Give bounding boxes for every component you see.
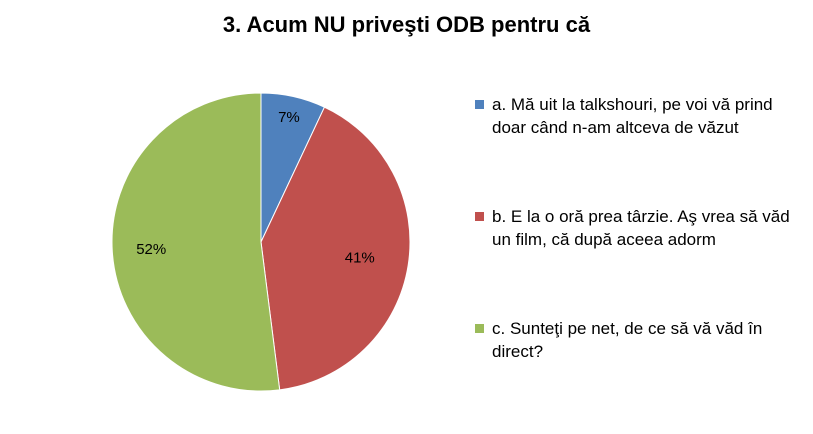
pie-slice-c <box>111 92 281 392</box>
chart-title: 3. Acum NU priveşti ODB pentru că <box>222 12 591 37</box>
legend-label-a: a. Mă uit la talkshouri, pe voi vă prind… <box>492 95 773 137</box>
legend-label-b: b. E la o oră prea târzie. Aş vrea să vă… <box>492 207 790 249</box>
legend-label-c: c. Sunteţi pe net, de ce să vă văd în di… <box>492 319 763 361</box>
legend-swatch-b <box>475 212 484 221</box>
data-label-a: 7% <box>278 109 300 126</box>
data-label-c: 52% <box>136 241 166 258</box>
data-label-b: 41% <box>345 250 375 267</box>
pie-slice-b <box>260 106 411 391</box>
legend-swatch-c <box>475 324 484 333</box>
legend-swatch-a <box>475 100 484 109</box>
